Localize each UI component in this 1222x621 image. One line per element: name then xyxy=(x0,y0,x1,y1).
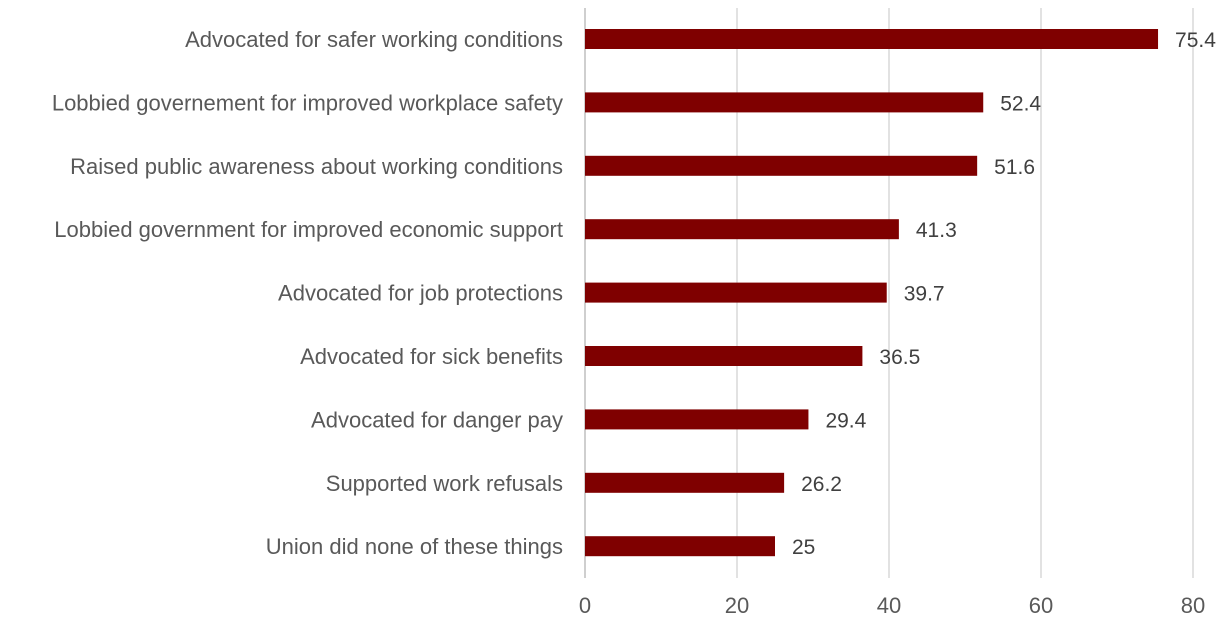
value-label-6: 29.4 xyxy=(825,409,866,432)
value-label-0: 75.4 xyxy=(1175,29,1216,52)
bar-5 xyxy=(585,346,863,366)
value-label-4: 39.7 xyxy=(904,283,945,306)
x-tick-label-40: 40 xyxy=(877,593,901,618)
category-label-8: Union did none of these things xyxy=(266,534,563,559)
x-tick-label-0: 0 xyxy=(579,593,591,618)
value-label-3: 41.3 xyxy=(916,219,957,242)
category-labels: Advocated for safer working conditions Lo… xyxy=(52,27,563,559)
value-label-5: 36.5 xyxy=(879,346,920,369)
bars xyxy=(585,29,1159,557)
value-labels: 75.4 52.4 51.6 41.3 39.7 36.5 29.4 26.2 25 xyxy=(792,29,1216,559)
value-label-7: 26.2 xyxy=(801,473,842,496)
category-label-1: Lobbied governement for improved workpla… xyxy=(52,90,563,115)
x-axis-tick-labels: 0 20 40 60 80 xyxy=(579,593,1205,618)
x-tick-label-20: 20 xyxy=(725,593,749,618)
value-label-2: 51.6 xyxy=(994,156,1035,179)
category-label-0: Advocated for safer working conditions xyxy=(185,27,563,52)
category-label-7: Supported work refusals xyxy=(326,471,563,496)
bar-8 xyxy=(585,536,775,557)
bar-7 xyxy=(585,472,785,493)
bar-3 xyxy=(585,219,899,240)
category-label-6: Advocated for danger pay xyxy=(311,407,563,432)
bar-1 xyxy=(585,92,984,113)
category-label-3: Lobbied government for improved economic… xyxy=(54,217,563,242)
category-label-2: Raised public awareness about working co… xyxy=(70,154,563,179)
category-label-5: Advocated for sick benefits xyxy=(300,344,563,369)
bar-2 xyxy=(585,155,978,176)
x-tick-label-60: 60 xyxy=(1029,593,1053,618)
value-label-1: 52.4 xyxy=(1000,92,1041,115)
bar-0 xyxy=(585,29,1159,49)
value-label-8: 25 xyxy=(792,536,815,559)
bar-6 xyxy=(585,409,809,430)
category-label-4: Advocated for job protections xyxy=(278,281,563,306)
x-tick-label-80: 80 xyxy=(1181,593,1205,618)
bar-4 xyxy=(585,282,887,303)
